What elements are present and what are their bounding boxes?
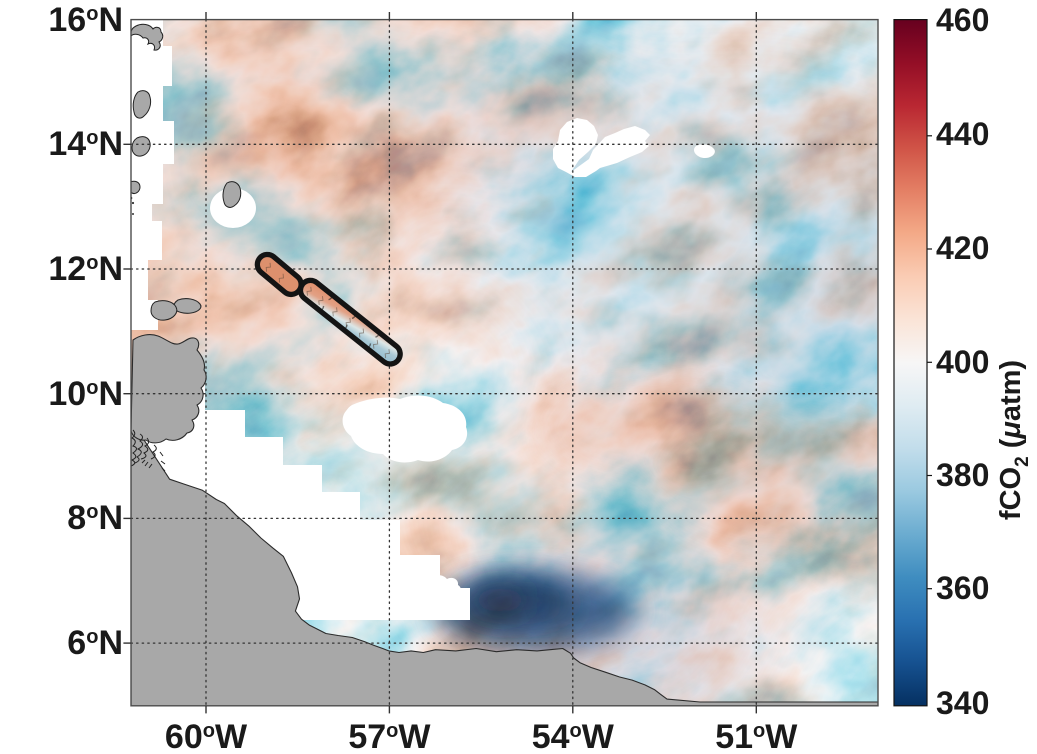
svg-text:440: 440 xyxy=(936,116,989,152)
svg-text:14oN: 14oN xyxy=(48,125,123,163)
svg-text:54oW: 54oW xyxy=(532,718,615,754)
svg-text:400: 400 xyxy=(936,344,989,380)
svg-text:6oN: 6oN xyxy=(67,624,123,662)
svg-text:8oN: 8oN xyxy=(67,499,123,537)
svg-text:60oW: 60oW xyxy=(165,718,248,754)
svg-text:460: 460 xyxy=(936,2,989,38)
svg-text:360: 360 xyxy=(936,570,989,606)
svg-text:380: 380 xyxy=(936,457,989,493)
svg-text:51oW: 51oW xyxy=(715,718,798,754)
svg-text:340: 340 xyxy=(936,685,989,721)
svg-text:420: 420 xyxy=(936,230,989,266)
svg-text:10oN: 10oN xyxy=(48,375,123,413)
svg-text:fCO2 (μatm): fCO2 (μatm) xyxy=(995,360,1033,520)
svg-text:12oN: 12oN xyxy=(48,250,123,288)
svg-text:57oW: 57oW xyxy=(348,718,431,754)
svg-text:16oN: 16oN xyxy=(48,1,123,39)
